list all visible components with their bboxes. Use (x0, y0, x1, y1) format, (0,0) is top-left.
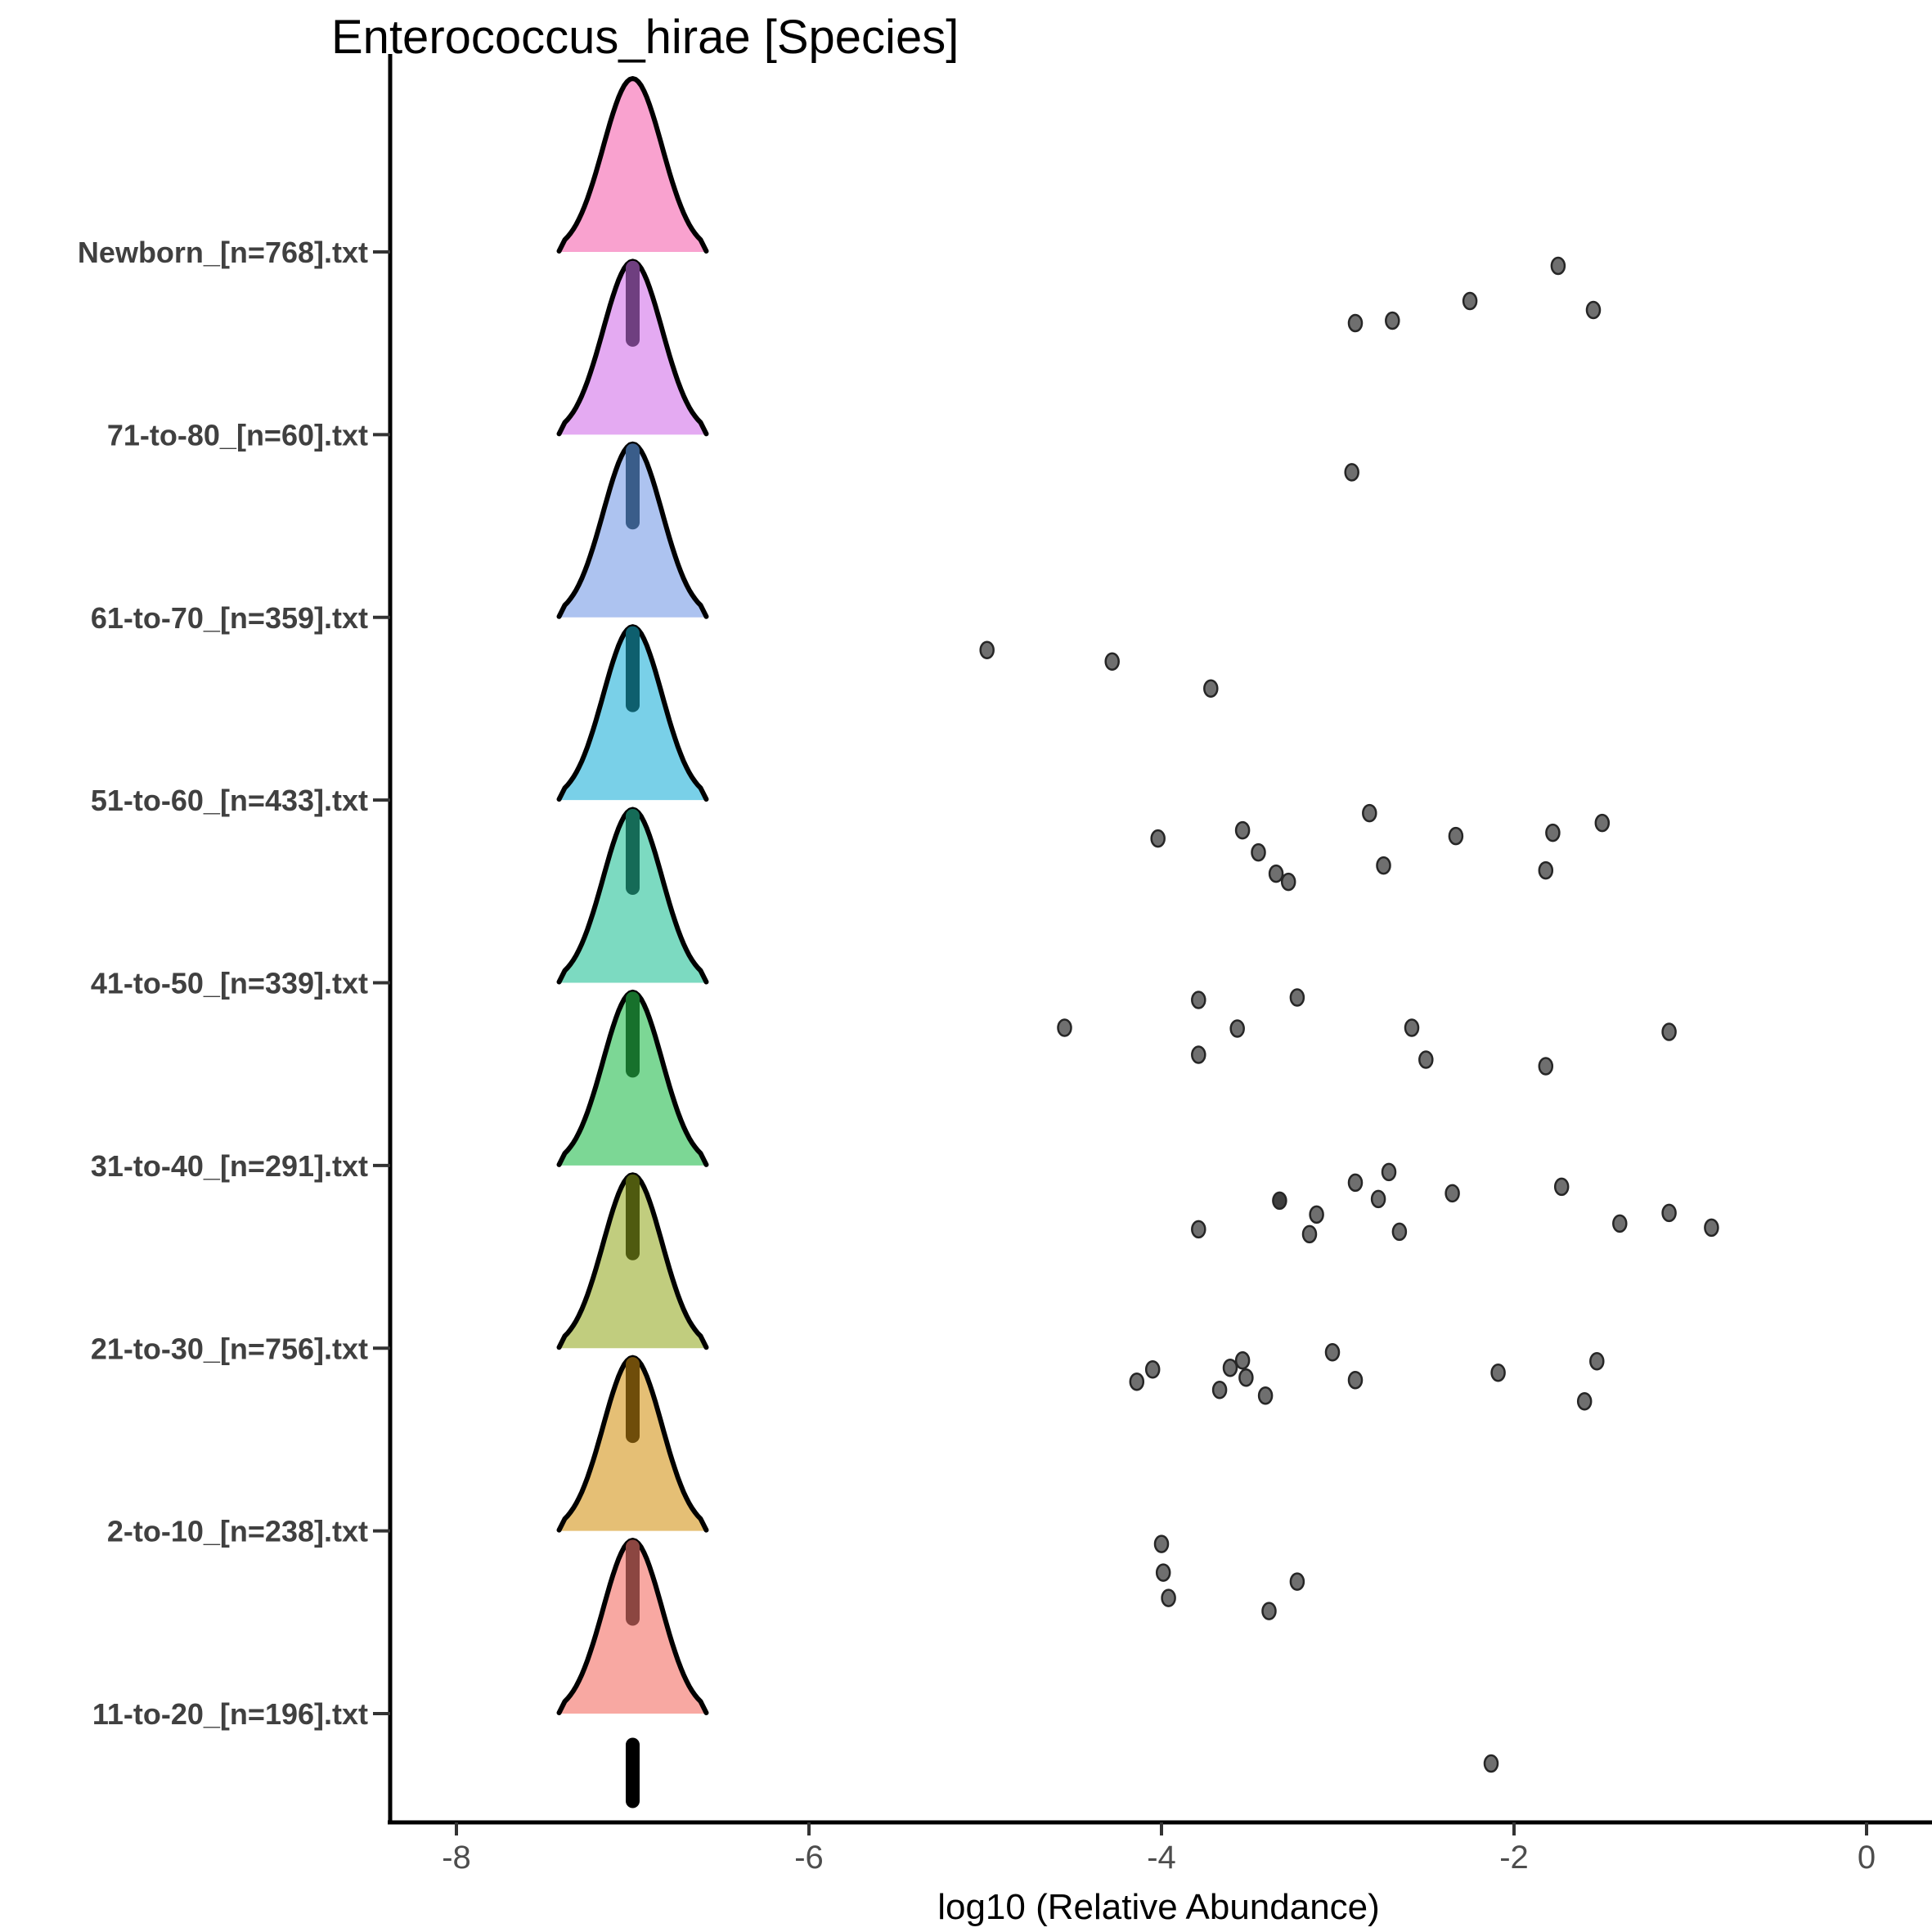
density-ridge (559, 627, 707, 801)
jitter-point (1289, 988, 1305, 1007)
jitter-point (1483, 1754, 1499, 1773)
jitter-point (1155, 1563, 1171, 1582)
density-ridge (559, 1357, 707, 1531)
density-outline (556, 76, 709, 254)
density-ridge (559, 991, 707, 1166)
jitter-point (1661, 1022, 1677, 1041)
jitter-point (1257, 1386, 1274, 1405)
jitter-point (1203, 679, 1219, 698)
jitter-point (1191, 1045, 1206, 1064)
jitter-point (1370, 1189, 1386, 1209)
jitter-point (1129, 1373, 1145, 1391)
x-tick-label: -2 (1499, 1840, 1529, 1876)
jitter-point (1448, 826, 1464, 846)
jitter-point (1553, 1177, 1570, 1197)
jitter-point (1404, 1018, 1420, 1037)
y-axis-label: 71-to-80_[n=60].txt (107, 418, 368, 452)
jitter-point (1704, 1218, 1719, 1238)
density-ridge (559, 1175, 707, 1349)
jitter-point (1222, 1359, 1238, 1377)
jitter-point (1150, 829, 1166, 848)
density-ridge (559, 443, 707, 618)
jitter-point (1161, 1588, 1176, 1607)
y-axis-label: 51-to-60_[n=433].txt (91, 784, 368, 817)
jitter-point (1385, 311, 1400, 330)
jitter-point (1347, 1173, 1364, 1193)
jitter-point (1381, 1162, 1397, 1182)
jitter-point (1344, 463, 1359, 482)
jitter-point (1301, 1224, 1318, 1244)
jitter-point (1538, 860, 1554, 880)
jitter-point (1324, 1343, 1341, 1362)
jitter-point (1191, 991, 1206, 1009)
chart-title: Enterococcus_hirae [Species] (331, 11, 959, 64)
jitter-point (1445, 1184, 1460, 1203)
jitter-point (979, 640, 995, 659)
jitter-point (1550, 256, 1566, 276)
jitter-point (1234, 820, 1251, 840)
jitter-point (1545, 823, 1561, 842)
x-tick-label: -8 (442, 1840, 471, 1876)
jitter-point (1229, 1019, 1245, 1038)
jitter-point (1309, 1205, 1324, 1224)
jitter-point (1234, 1351, 1251, 1370)
jitter-point (1238, 1368, 1254, 1387)
y-axis-label: 2-to-10_[n=238].txt (107, 1515, 368, 1548)
jitter-point (1280, 872, 1296, 892)
y-axis-label: Newborn_[n=768].txt (78, 236, 368, 269)
jitter-point (1289, 1572, 1305, 1591)
jitter-point (1211, 1381, 1228, 1400)
jitter-point (1362, 803, 1377, 823)
jitter-point (1391, 1222, 1408, 1242)
jitter-point (1144, 1360, 1161, 1379)
jitter-point (1661, 1203, 1677, 1223)
jitter-point (1612, 1214, 1628, 1233)
y-axis-label: 61-to-70_[n=359].txt (91, 601, 368, 635)
density-ridge (559, 809, 707, 983)
density-ridge (559, 79, 707, 252)
jitter-point (1576, 1392, 1593, 1411)
jitter-point (1589, 1352, 1605, 1371)
density-ridge (559, 1540, 707, 1714)
x-tick-label: -6 (794, 1840, 824, 1876)
jitter-point (1418, 1050, 1434, 1069)
jitter-point (1191, 1220, 1206, 1239)
jitter-point (1347, 1371, 1364, 1390)
x-tick-label: 0 (1858, 1840, 1876, 1876)
y-axis-label: 21-to-30_[n=756].txt (91, 1332, 368, 1365)
jitter-point (1462, 291, 1478, 311)
y-axis-label: 11-to-20_[n=196].txt (92, 1697, 368, 1731)
jitter-point (1538, 1057, 1554, 1076)
jitter-point (1251, 842, 1266, 862)
density-ridge (559, 261, 707, 435)
x-tick-label: -4 (1147, 1840, 1176, 1876)
jitter-point (1376, 856, 1391, 875)
jitter-point (1272, 1191, 1287, 1211)
y-axis-label: 31-to-40_[n=291].txt (91, 1149, 368, 1183)
jitter-point (1490, 1364, 1506, 1382)
jitter-point (1261, 1602, 1277, 1620)
jitter-point (1268, 864, 1284, 883)
jitter-point (1153, 1534, 1170, 1553)
y-axis-label: 41-to-50_[n=339].txt (91, 967, 368, 1000)
jitter-point (1057, 1018, 1072, 1037)
jitter-point (1347, 313, 1364, 333)
jitter-point (1594, 813, 1611, 833)
jitter-point (1585, 300, 1602, 320)
jitter-point (1104, 652, 1120, 671)
x-axis-title: log10 (Relative Abundance) (937, 1887, 1380, 1927)
